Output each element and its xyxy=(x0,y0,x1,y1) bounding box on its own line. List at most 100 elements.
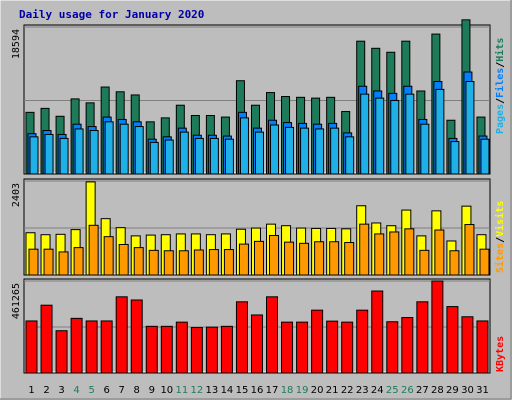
bar-pages-day-14 xyxy=(224,138,234,175)
bar-kbytes-day-8 xyxy=(130,299,143,374)
bar-kbytes-day-29 xyxy=(446,306,459,374)
x-tick-label-day-30: 30 xyxy=(461,385,474,396)
bar-sites-day-11 xyxy=(178,250,189,276)
bar-pages-day-6 xyxy=(104,121,114,175)
x-tick-label-day-4: 4 xyxy=(73,385,79,396)
ymax-label-visits: 2403 xyxy=(11,183,22,207)
bar-sites-day-25 xyxy=(389,231,400,276)
x-tick-label-day-17: 17 xyxy=(266,385,279,396)
bar-pages-day-4 xyxy=(74,128,84,175)
bar-sites-day-23 xyxy=(359,223,370,276)
bar-pages-day-29 xyxy=(450,141,460,175)
bar-kbytes-day-19 xyxy=(296,321,309,374)
bar-kbytes-day-7 xyxy=(115,296,128,374)
bar-sites-day-13 xyxy=(208,249,219,276)
x-tick-label-day-16: 16 xyxy=(251,385,264,396)
bar-kbytes-day-3 xyxy=(55,330,68,374)
bar-kbytes-day-5 xyxy=(85,320,98,374)
x-tick-label-day-20: 20 xyxy=(311,385,324,396)
bar-sites-day-24 xyxy=(374,233,385,276)
x-tick-label-day-13: 13 xyxy=(206,385,219,396)
bar-kbytes-day-30 xyxy=(461,316,474,374)
bar-pages-day-8 xyxy=(134,126,144,175)
bar-kbytes-day-21 xyxy=(326,320,339,374)
bar-kbytes-day-17 xyxy=(266,296,279,374)
x-tick-label-day-19: 19 xyxy=(296,385,309,396)
bar-pages-day-27 xyxy=(420,123,430,175)
bar-sites-day-14 xyxy=(223,249,234,276)
bar-kbytes-day-9 xyxy=(145,325,158,374)
x-tick-label-day-26: 26 xyxy=(401,385,414,396)
bar-kbytes-day-15 xyxy=(235,301,248,374)
bar-pages-day-9 xyxy=(149,141,159,175)
ymax-label-hits: 18594 xyxy=(11,29,22,59)
bar-pages-day-16 xyxy=(254,131,264,175)
x-tick-label-day-10: 10 xyxy=(160,385,173,396)
bar-pages-day-2 xyxy=(44,133,54,175)
bar-sites-day-21 xyxy=(329,241,340,276)
bar-pages-day-10 xyxy=(164,139,174,175)
x-tick-label-day-9: 9 xyxy=(149,385,155,396)
bar-sites-day-18 xyxy=(284,241,295,276)
x-tick-label-day-12: 12 xyxy=(191,385,204,396)
bar-sites-day-26 xyxy=(404,228,415,276)
bar-pages-day-28 xyxy=(435,88,445,175)
bar-sites-day-22 xyxy=(344,242,355,276)
x-tick-label-day-3: 3 xyxy=(58,385,64,396)
bar-sites-day-6 xyxy=(103,236,114,276)
bar-kbytes-day-25 xyxy=(386,321,399,374)
x-tick-label-day-15: 15 xyxy=(236,385,249,396)
chart-title: Daily usage for January 2020 xyxy=(19,8,204,21)
bar-pages-day-22 xyxy=(345,136,355,175)
bar-sites-day-17 xyxy=(269,234,280,276)
legend-pages-files-hits: Pages/Files/Hits xyxy=(494,38,506,134)
bar-sites-day-5 xyxy=(88,224,99,276)
bar-pages-day-17 xyxy=(270,124,280,175)
x-tick-label-day-7: 7 xyxy=(119,385,125,396)
bar-pages-day-11 xyxy=(179,131,189,175)
bar-sites-day-1 xyxy=(28,248,39,276)
bar-kbytes-day-24 xyxy=(371,290,384,374)
bar-sites-day-15 xyxy=(238,243,249,276)
x-tick-label-day-28: 28 xyxy=(431,385,444,396)
bar-kbytes-day-10 xyxy=(160,325,173,374)
bar-sites-day-30 xyxy=(464,224,475,276)
bar-sites-day-2 xyxy=(43,248,54,276)
bar-pages-day-12 xyxy=(194,137,204,175)
x-tick-label-day-22: 22 xyxy=(341,385,354,396)
x-tick-label-day-23: 23 xyxy=(356,385,369,396)
bar-sites-day-27 xyxy=(419,249,430,276)
bar-sites-day-8 xyxy=(133,247,144,276)
bar-kbytes-day-28 xyxy=(431,280,444,374)
bar-pages-day-23 xyxy=(360,93,370,175)
bar-pages-day-26 xyxy=(405,93,415,175)
bar-pages-day-18 xyxy=(285,126,295,175)
bar-pages-day-13 xyxy=(209,137,219,175)
x-tick-label-day-11: 11 xyxy=(175,385,188,396)
bar-kbytes-day-31 xyxy=(476,320,489,374)
bar-pages-day-5 xyxy=(89,130,99,175)
bar-kbytes-day-6 xyxy=(100,320,113,374)
bar-kbytes-day-1 xyxy=(25,320,38,374)
bar-kbytes-day-18 xyxy=(281,321,294,374)
x-tick-label-day-25: 25 xyxy=(386,385,399,396)
bar-kbytes-day-14 xyxy=(220,325,233,374)
bar-sites-day-7 xyxy=(118,243,129,276)
bar-sites-day-19 xyxy=(299,242,310,276)
legend-sites-visits: Sites/Visits xyxy=(494,201,506,273)
bar-pages-day-24 xyxy=(375,97,385,175)
bar-kbytes-day-27 xyxy=(416,301,429,374)
bar-sites-day-28 xyxy=(434,229,445,276)
x-tick-label-day-6: 6 xyxy=(103,385,109,396)
x-tick-label-day-21: 21 xyxy=(326,385,339,396)
x-tick-label-day-18: 18 xyxy=(281,385,294,396)
bar-pages-day-31 xyxy=(480,138,490,175)
bar-sites-day-3 xyxy=(58,251,69,276)
bar-kbytes-day-13 xyxy=(205,326,218,374)
x-tick-label-day-24: 24 xyxy=(371,385,384,396)
x-tick-label-day-14: 14 xyxy=(221,385,234,396)
x-tick-label-day-29: 29 xyxy=(446,385,459,396)
bar-kbytes-day-23 xyxy=(356,309,369,374)
x-tick-label-day-1: 1 xyxy=(28,385,34,396)
